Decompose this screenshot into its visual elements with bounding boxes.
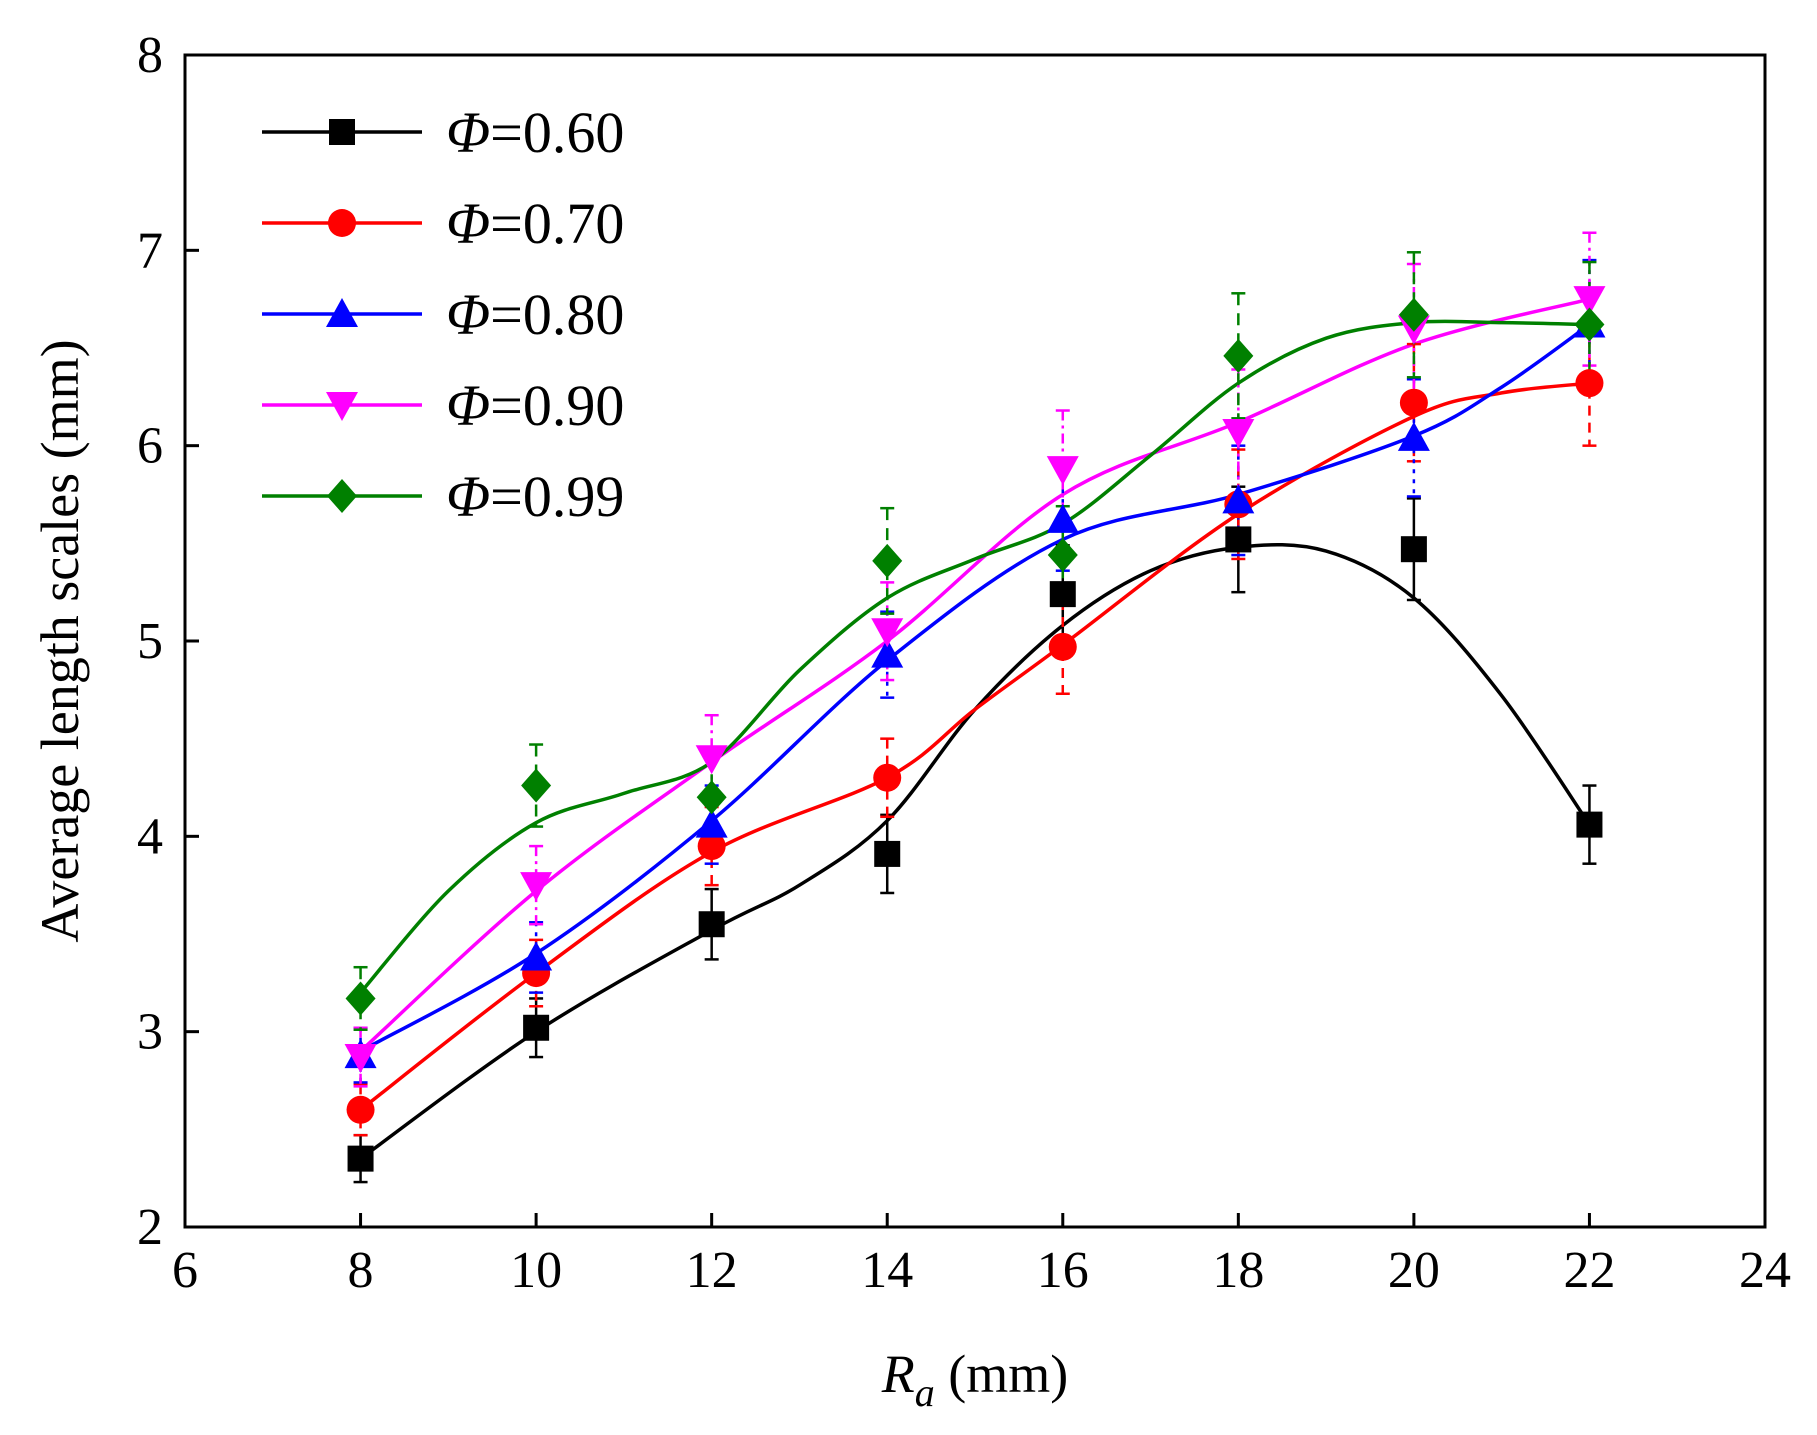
legend-value-1: =0.70 [490,191,624,256]
data-point-1-0 [346,1095,375,1124]
y-tick-label-3: 5 [137,613,163,670]
data-point-0-0 [347,1145,374,1172]
series-line-2 [359,323,1591,1053]
legend-label-1: Φ=0.70 [446,191,624,256]
data-point-0-2 [698,911,725,938]
data-point-0-6 [1400,536,1427,563]
series-line-4 [359,319,1590,994]
legend-item-0: Φ=0.60 [262,100,624,165]
y-axis-title: Average length scales (mm) [30,339,90,942]
x-tick-label-6: 18 [1212,1242,1264,1299]
data-point-4-6 [1398,297,1429,332]
data-point-4-0 [345,981,376,1016]
data-point-0-1 [523,1014,550,1041]
legend-symbol-3: Φ [446,373,490,438]
legend-item-1: Φ=0.70 [262,191,624,256]
x-axis-title-unit: (mm) [935,1344,1068,1404]
data-point-2-2 [695,808,728,838]
legend-label-4: Φ=0.99 [446,464,624,529]
legend-marker-4 [327,479,357,513]
legend-value-2: =0.80 [490,282,624,347]
data-point-0-4 [1049,581,1076,608]
series-line-0 [359,543,1591,1161]
data-point-1-4 [1048,632,1077,661]
legend-symbol-0: Φ [446,100,490,165]
data-point-1-6 [1399,388,1428,417]
data-point-4-3 [872,543,903,578]
y-tick-label-0: 2 [137,1199,163,1256]
data-point-1-2 [697,832,726,861]
legend-marker-2 [326,298,358,327]
y-tick-label-2: 4 [137,808,163,865]
x-tick-label-1: 8 [348,1242,374,1299]
x-axis-title-subscript: a [915,1370,935,1415]
x-tick-label-4: 14 [861,1242,913,1299]
data-point-1-7 [1575,369,1604,398]
legend-value-4: =0.99 [490,464,624,529]
data-point-0-7 [1576,811,1603,838]
x-axis-title-main: R [881,1344,915,1404]
data-point-0-5 [1225,526,1252,553]
legend-marker-1 [328,209,356,237]
data-point-3-2 [695,745,728,775]
data-point-4-4 [1047,538,1078,573]
legend-symbol-1: Φ [446,191,490,256]
y-tick-label-1: 3 [137,1004,163,1061]
data-point-2-1 [520,941,553,971]
legend-label-0: Φ=0.60 [446,100,624,165]
x-tick-label-0: 6 [172,1242,198,1299]
data-point-0-3 [874,840,901,867]
data-point-4-5 [1223,338,1254,373]
data-point-4-7 [1574,307,1605,342]
y-tick-label-5: 7 [137,222,163,279]
legend-label-2: Φ=0.80 [446,282,624,347]
x-tick-label-9: 24 [1739,1242,1791,1299]
legend-item-4: Φ=0.99 [262,464,624,529]
legend-marker-3 [326,392,358,421]
legend: Φ=0.60Φ=0.70Φ=0.80Φ=0.90Φ=0.99 [262,100,624,529]
data-point-3-1 [520,872,553,902]
data-point-2-5 [1222,484,1255,514]
x-tick-label-7: 20 [1388,1242,1440,1299]
plot-area [183,53,1767,1229]
error-bar-4-3 [880,506,895,615]
y-axis: 2 3 4 5 6 7 8 [137,27,199,1256]
y-tick-label-6: 8 [137,27,163,84]
data-point-3-5 [1222,418,1255,448]
data-point-2-4 [1046,503,1079,533]
data-point-3-7 [1573,286,1606,316]
error-bar-1-1 [529,938,544,1008]
data-point-1-3 [873,763,902,792]
data-point-3-4 [1046,456,1079,486]
x-tick-label-5: 16 [1037,1242,1089,1299]
x-axis-title: Ra (mm) [881,1344,1068,1415]
x-axis: 6 8 10 12 14 16 18 20 22 24 [172,1213,1791,1299]
legend-item-2: Φ=0.80 [262,282,624,347]
legend-symbol-2: Φ [446,282,490,347]
legend-marker-0 [329,119,355,145]
axes: 6 8 10 12 14 16 18 20 22 24 2 3 4 5 6 7 8 Ra (mm) Avera… [30,27,1791,1415]
x-tick-label-8: 22 [1563,1242,1615,1299]
data-point-2-6 [1397,421,1430,451]
legend-value-0: =0.60 [490,100,624,165]
x-tick-label-3: 12 [686,1242,738,1299]
data-point-3-0 [344,1044,377,1074]
legend-label-3: Φ=0.90 [446,373,624,438]
legend-value-3: =0.90 [490,373,624,438]
plot-frame [183,53,1767,1229]
data-point-3-3 [871,618,904,648]
x-tick-label-2: 10 [510,1242,562,1299]
y-tick-label-4: 6 [137,418,163,475]
data-point-2-3 [871,638,904,668]
legend-symbol-4: Φ [446,464,490,529]
markers [344,286,1606,1172]
legend-item-3: Φ=0.90 [262,373,624,438]
data-point-4-1 [521,768,552,803]
data-point-4-2 [696,780,727,815]
